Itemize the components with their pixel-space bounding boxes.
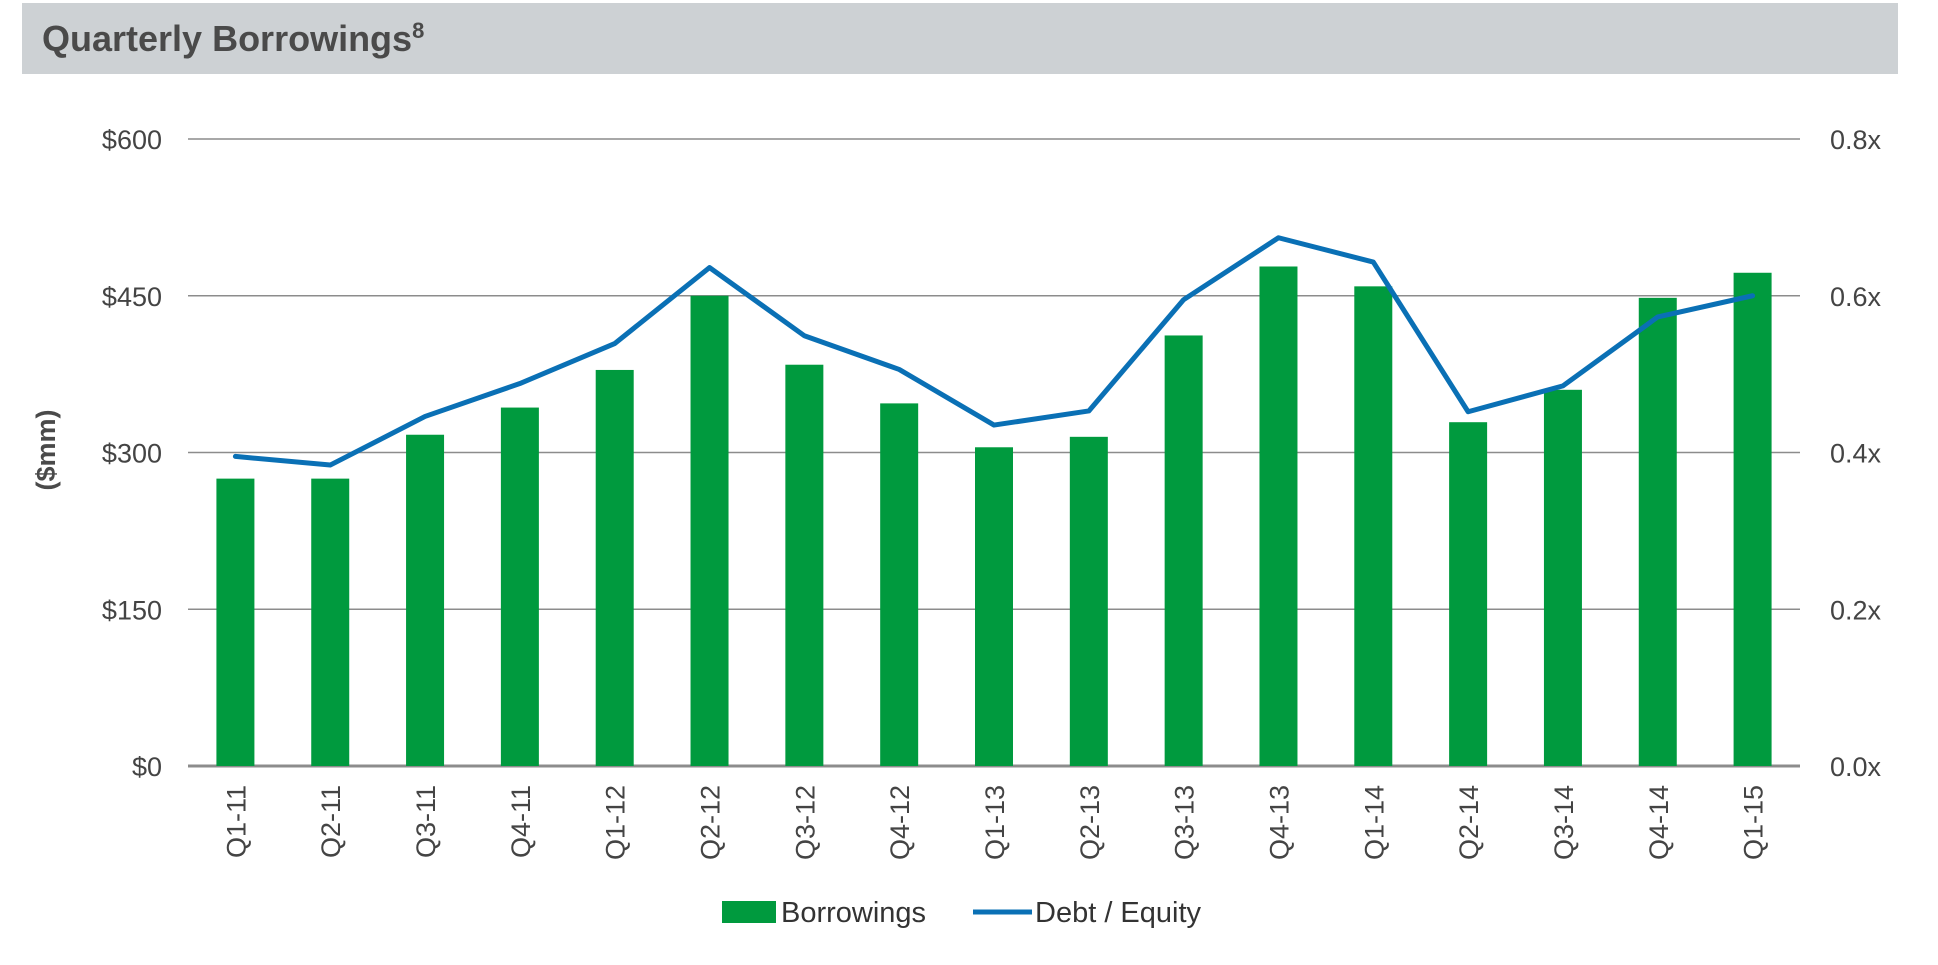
bar [1449,422,1488,766]
x-tick-label: Q3-11 [411,785,441,858]
y2-tick-label: 0.4x [1830,439,1882,469]
chart-header: Quarterly Borrowings8 [22,3,1898,74]
x-tick-label: Q3-14 [1549,785,1579,860]
chart-title: Quarterly Borrowings8 [42,18,424,60]
x-tick-label: Q2-12 [696,785,726,860]
y-tick-label: $150 [102,595,162,625]
bar [1259,266,1298,766]
bar [1354,286,1393,766]
bar [311,478,350,766]
y-tick-label: $300 [102,439,162,469]
bars [216,266,1772,766]
x-tick-label: Q4-14 [1644,785,1674,860]
x-tick-label: Q2-13 [1075,785,1105,860]
y2-tick-label: 0.0x [1830,752,1882,782]
bar [595,369,634,766]
chart-title-text: Quarterly Borrowings [42,18,413,59]
y2-tick-label: 0.6x [1830,282,1882,312]
x-tick-label: Q1-12 [601,785,631,860]
x-tick-label: Q2-14 [1454,785,1484,860]
x-tick-label: Q1-11 [221,785,251,858]
debt-equity-series-line [232,235,1756,468]
x-axis-ticks: Q1-11 Q2-11 Q3-11 Q4-11 Q1-12 Q2-12 Q3-12 Q4-12… [221,785,1768,860]
y-tick-label: $450 [102,282,162,312]
y-tick-label: $0 [132,752,162,782]
y2-tick-label: 0.8x [1830,125,1882,155]
x-tick-label: Q1-15 [1739,785,1769,860]
bar [975,447,1013,766]
right-axis-ticks: 0.0x 0.2x 0.4x 0.6x 0.8x [1830,125,1882,782]
bar [1543,389,1582,766]
legend-borrowings-label: Borrowings [781,897,926,929]
bar [1638,297,1677,766]
bar [785,364,824,766]
debt-equity-line [232,235,1756,468]
x-tick-label: Q1-13 [980,785,1010,860]
x-tick-label: Q3-13 [1170,785,1200,860]
left-axis-ticks: $0 $150 $300 $450 $600 [102,125,162,782]
y-axis-title: ($mm) [31,409,61,490]
footnote-marker: 8 [412,18,425,43]
bar [1069,436,1108,766]
x-tick-label: Q4-13 [1264,785,1294,860]
legend-borrowings-swatch [722,901,776,923]
x-tick-label: Q4-11 [506,785,536,858]
legend: Borrowings Debt / Equity [722,897,1202,929]
x-tick-label: Q4-12 [885,785,915,860]
bar [690,295,729,766]
bar [500,407,539,766]
bar [880,403,919,766]
bar [1733,272,1772,766]
bar [216,478,255,766]
bar [1164,335,1203,766]
x-tick-label: Q2-11 [316,785,346,858]
y2-tick-label: 0.2x [1830,595,1882,625]
legend-debt-equity-label: Debt / Equity [1035,897,1202,929]
bar [406,434,445,766]
x-tick-label: Q1-14 [1359,785,1389,860]
x-tick-label: Q3-12 [790,785,820,860]
y-tick-label: $600 [102,125,162,155]
